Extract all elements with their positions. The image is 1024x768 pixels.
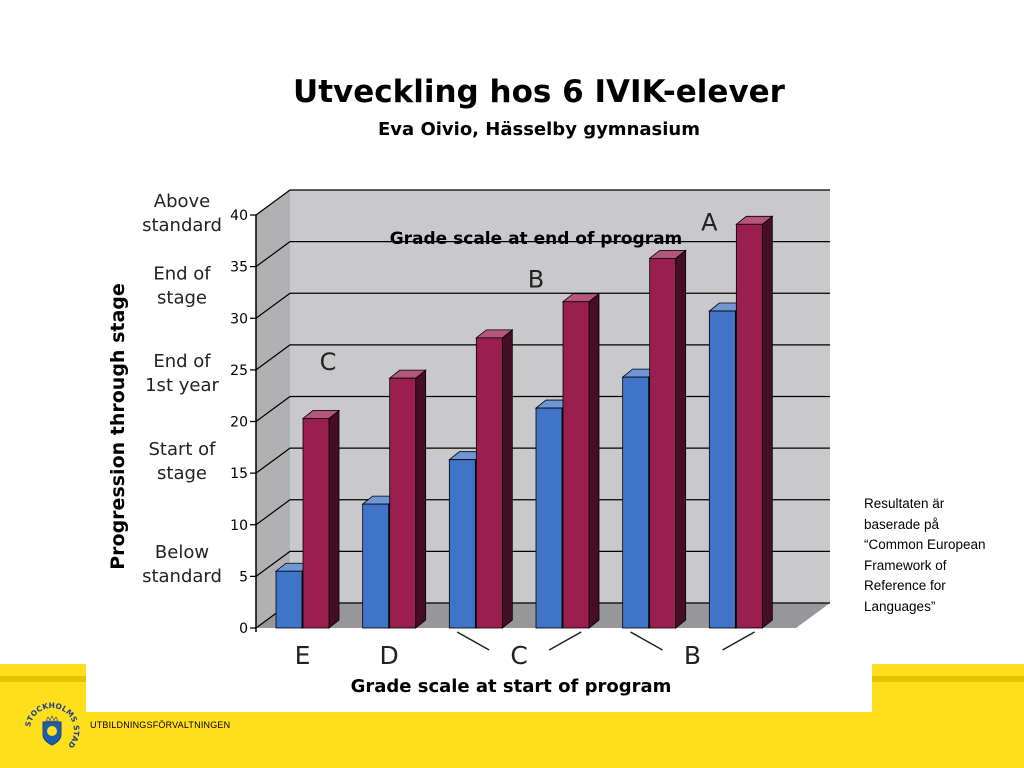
y-tick-label: 0	[239, 621, 248, 637]
y-tick-label: 40	[230, 208, 248, 224]
chart-title: Grade scale at end of program	[390, 229, 683, 249]
bar	[302, 418, 330, 629]
y-axis-label: Progression through stage	[107, 283, 129, 570]
slide-title: Utveckling hos 6 IVIK-elever	[293, 74, 785, 110]
stage-label: Below	[155, 542, 209, 563]
stage-label: standard	[142, 215, 222, 236]
y-tick-label: 35	[230, 260, 248, 276]
y-tick-label: 10	[230, 518, 248, 534]
end-grade-label: A	[701, 208, 718, 236]
stockholm-logo: STOCKHOLMS STAD	[23, 701, 81, 750]
start-grade-label: B	[684, 641, 701, 670]
stage-label: Start of	[148, 439, 216, 460]
stage-label: stage	[157, 463, 207, 484]
bar-side	[761, 215, 773, 629]
grade-bracket	[722, 631, 755, 651]
organization-name: UTBILDNINGSFÖRVALTNINGEN	[90, 720, 231, 730]
stage-label: End of	[153, 263, 211, 284]
bar-side	[588, 292, 600, 629]
chart-image: 0 5 10 15 20 25 30 35 40 Above standard End of stage…	[86, 170, 872, 712]
start-grade-label: D	[380, 641, 399, 670]
bar	[649, 257, 677, 629]
y-tick-label: 20	[230, 415, 248, 431]
bar	[389, 377, 417, 629]
bar-side	[675, 249, 687, 629]
stage-label: End of	[153, 351, 211, 372]
bar	[535, 407, 563, 629]
bar	[622, 376, 650, 629]
bar	[275, 570, 303, 629]
bar	[448, 459, 476, 629]
x-axis-label: Grade scale at start of program	[351, 676, 672, 697]
stage-label: 1st year	[145, 375, 219, 396]
bar	[562, 301, 590, 629]
gridline	[250, 344, 830, 371]
stage-label: standard	[142, 566, 222, 587]
bar-side	[501, 329, 513, 629]
bar	[735, 223, 763, 629]
grade-bracket	[548, 631, 582, 651]
y-tick-label: 15	[230, 466, 248, 482]
end-grade-label: B	[528, 265, 544, 293]
gridline	[250, 189, 830, 216]
y-tick-label: 25	[230, 363, 248, 379]
start-grade-label: E	[295, 641, 311, 670]
bar-side	[328, 409, 340, 629]
end-grade-label: C	[320, 348, 337, 376]
stage-label: Above	[154, 191, 210, 212]
gridline	[250, 395, 830, 423]
start-grade-label: C	[510, 641, 527, 670]
y-tick-label: 30	[230, 311, 248, 327]
gridline	[250, 241, 830, 268]
gridline	[250, 292, 830, 319]
stage-label: stage	[157, 287, 207, 308]
bar-chart: 0 5 10 15 20 25 30 35 40 Above standard End of stage…	[107, 189, 830, 697]
source-note: Resultaten är baserade på “Common Europe…	[864, 496, 986, 614]
grade-bracket	[456, 631, 490, 651]
slide-subtitle: Eva Oivio, Hässelby gymnasium	[378, 119, 700, 140]
y-tick-label: 5	[239, 569, 248, 585]
bar-side	[415, 369, 427, 629]
grade-bracket	[630, 631, 663, 651]
bar	[362, 503, 390, 629]
bar	[708, 310, 736, 629]
bar	[475, 337, 503, 629]
